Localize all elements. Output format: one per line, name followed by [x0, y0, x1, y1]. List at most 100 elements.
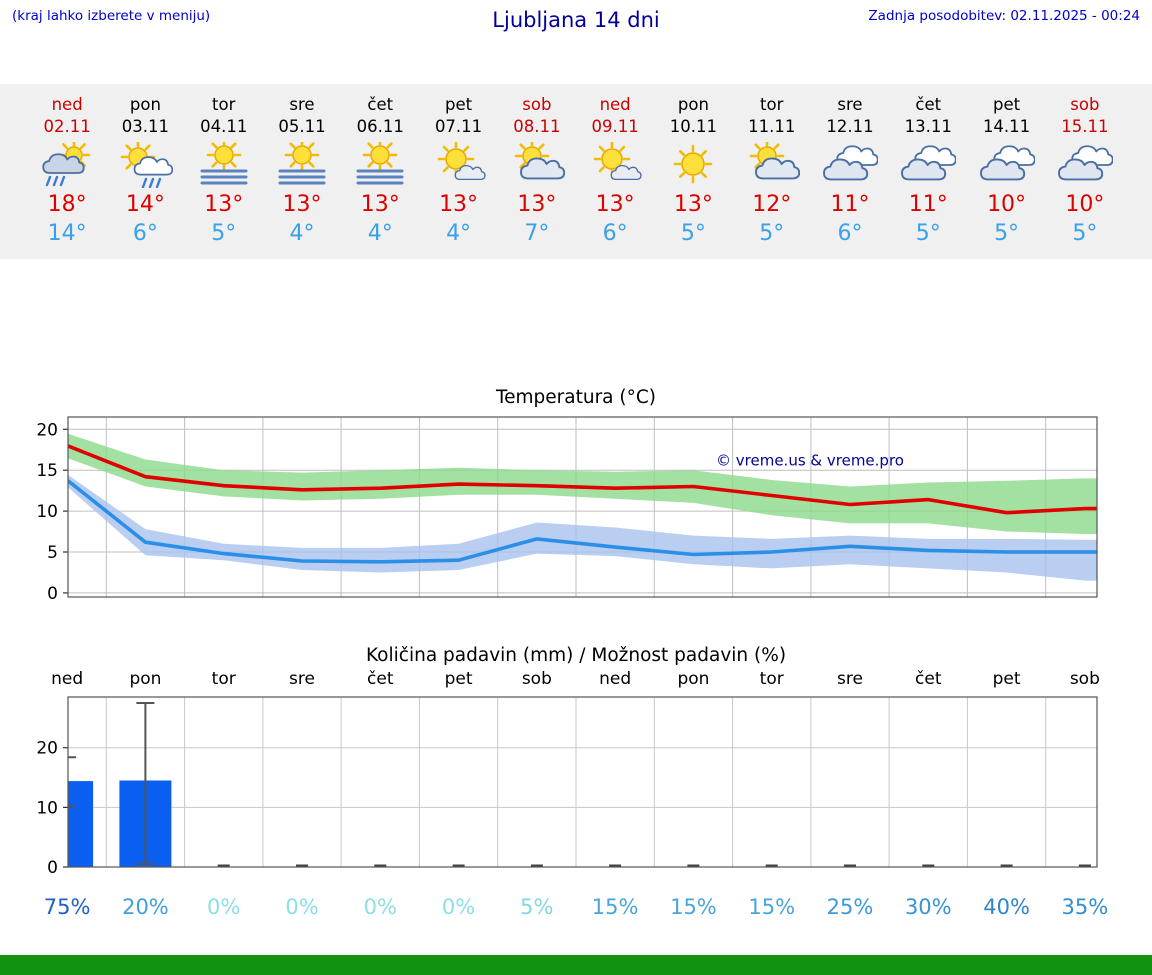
cloudy-icon — [1057, 145, 1113, 181]
precip-probability: 0% — [363, 895, 397, 919]
day-date: 12.11 — [826, 117, 874, 136]
page-title: Ljubljana 14 dni — [492, 8, 660, 32]
day-date: 05.11 — [278, 117, 326, 136]
sun-fog-icon — [200, 142, 248, 185]
svg-text:20: 20 — [36, 420, 58, 440]
watermark-link[interactable]: © vreme.us & vreme.pro — [716, 451, 904, 469]
day-column: tor 04.11 13° 5° — [185, 94, 263, 247]
day-name: pet — [993, 95, 1021, 114]
svg-text:0: 0 — [47, 858, 58, 878]
day-name: pet — [445, 95, 473, 114]
day-column: čet 06.11 13° 4° — [341, 94, 419, 247]
day-name: čet — [915, 95, 942, 114]
sun-rain-icon — [42, 142, 91, 187]
day-high-temp: 18° — [47, 192, 87, 217]
day-date: 08.11 — [513, 117, 561, 136]
day-low-temp: 6° — [837, 221, 863, 246]
precip-probability: 5% — [520, 895, 554, 919]
day-column: sre 05.11 13° 4° — [263, 94, 341, 247]
day-high-temp: 13° — [439, 192, 479, 217]
day-name: sob — [522, 95, 552, 114]
day-low-temp: 4° — [289, 221, 315, 246]
svg-text:15: 15 — [36, 461, 58, 481]
precip-probability: 15% — [748, 895, 796, 919]
temperature-chart: © vreme.us & vreme.pro 0 5 10 15 20 — [36, 416, 1098, 604]
precip-probability: 15% — [670, 895, 717, 919]
precip-probability: 40% — [983, 895, 1030, 919]
day-column: pon 03.11 14° 6° — [106, 94, 184, 247]
day-name: pon — [129, 95, 161, 114]
svg-text:10: 10 — [36, 502, 58, 522]
precip-day-label: sob — [1069, 669, 1100, 689]
day-low-temp: 5° — [915, 221, 941, 246]
day-name: tor — [212, 95, 236, 114]
day-low-temp: 5° — [680, 221, 706, 246]
precip-probability: 25% — [826, 895, 874, 919]
day-date: 04.11 — [200, 117, 248, 136]
day-low-temp: 14° — [47, 221, 87, 246]
temperature-section: Temperatura (°C) © vreme.us & vreme.pro 0… — [0, 387, 1152, 615]
cloudy-icon — [901, 145, 957, 181]
day-date: 11.11 — [748, 117, 796, 136]
svg-text:20: 20 — [36, 739, 58, 759]
day-date: 02.11 — [43, 117, 91, 136]
precip-probability-row: 75% 20% 0% 0% 0% 0% 5% 15% 15% 15% 25% 30% 40% 35% — [28, 895, 1124, 919]
precipitation-section: Količina padavin (mm) / Možnost padavin … — [0, 645, 1152, 919]
day-column: sob 08.11 13° 7° — [498, 94, 576, 247]
last-update-label: Zadnja posodobitev: 02.11.2025 - 00:24 — [868, 8, 1140, 24]
days-row: ned 02.11 18° 14° pon 03.11 14° 6° tor 04.11 13° 5°… — [28, 94, 1124, 247]
day-name: tor — [760, 95, 784, 114]
day-low-temp: 4° — [367, 221, 393, 246]
svg-text:10: 10 — [36, 798, 58, 818]
day-name: sob — [1070, 95, 1100, 114]
day-low-temp: 5° — [1072, 221, 1098, 246]
sun-small-cloud-icon — [437, 142, 486, 181]
precip-day-label: pet — [992, 669, 1021, 689]
day-low-temp: 7° — [524, 221, 550, 246]
precip-probability: 35% — [1061, 895, 1109, 919]
precip-day-label: čet — [367, 669, 394, 689]
precip-probability: 0% — [285, 895, 319, 919]
precip-probability: 20% — [122, 895, 169, 919]
precip-day-label: sre — [289, 669, 315, 689]
sun-fog-icon — [356, 142, 404, 185]
day-name: pon — [677, 95, 709, 114]
day-high-temp: 12° — [752, 192, 792, 217]
day-low-temp: 5° — [994, 221, 1020, 246]
precip-day-label: tor — [211, 669, 236, 689]
day-high-temp: 11° — [908, 192, 948, 217]
day-high-temp: 13° — [673, 192, 713, 217]
precip-day-label: pon — [677, 669, 710, 689]
day-date: 06.11 — [356, 117, 404, 136]
precip-day-label: ned — [51, 669, 84, 689]
day-column: sre 12.11 11° 6° — [811, 94, 889, 247]
day-high-temp: 10° — [987, 192, 1027, 217]
day-high-temp: 13° — [204, 192, 244, 217]
day-high-temp: 13° — [595, 192, 635, 217]
day-date: 10.11 — [669, 117, 718, 136]
day-low-temp: 6° — [602, 221, 628, 246]
day-name: ned — [599, 95, 631, 114]
forecast-strip: ned 02.11 18° 14° pon 03.11 14° 6° tor 04.11 13° 5°… — [0, 84, 1152, 259]
sun-cloud-icon — [514, 142, 565, 180]
day-high-temp: 11° — [830, 192, 870, 217]
precip-day-label: pet — [444, 669, 473, 689]
day-low-temp: 5° — [211, 221, 237, 246]
day-low-temp: 4° — [446, 221, 472, 246]
day-column: pet 07.11 13° 4° — [419, 94, 497, 247]
precip-probability: 15% — [591, 895, 639, 919]
day-name: sre — [837, 95, 863, 114]
day-name: sre — [289, 95, 315, 114]
day-low-temp: 6° — [132, 221, 158, 246]
day-column: tor 11.11 12° 5° — [733, 94, 811, 247]
day-name: čet — [367, 95, 394, 114]
day-date: 15.11 — [1061, 117, 1109, 136]
day-date: 03.11 — [121, 117, 170, 136]
sun-icon — [674, 144, 713, 184]
precip-probability: 75% — [43, 895, 91, 919]
sun-fog-icon — [278, 142, 326, 185]
day-column: čet 13.11 11° 5° — [889, 94, 967, 247]
day-date: 14.11 — [982, 117, 1031, 136]
cloudy-icon — [823, 145, 878, 181]
menu-hint: (kraj lahko izberete v meniju) — [12, 8, 211, 24]
